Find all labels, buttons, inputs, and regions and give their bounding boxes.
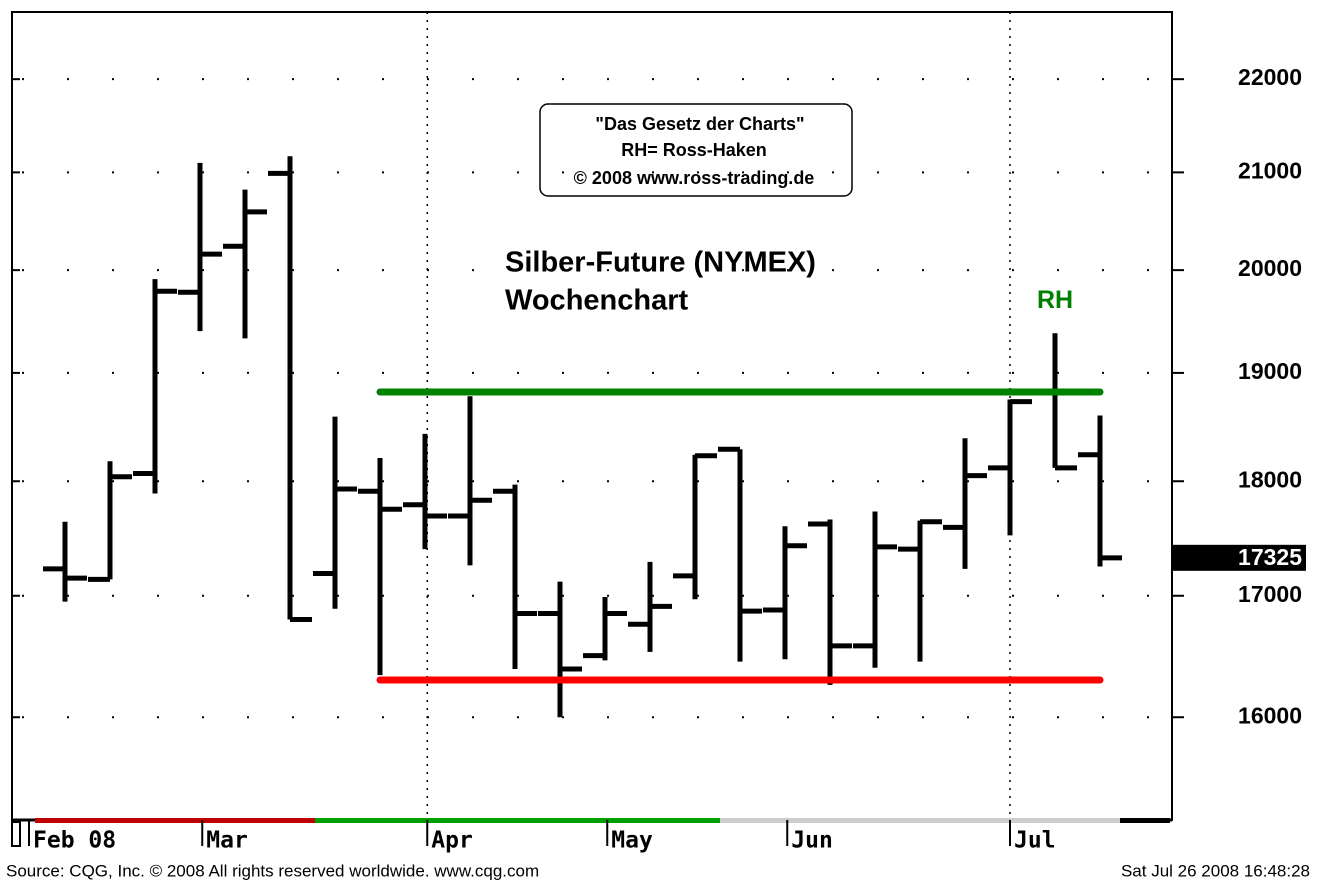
x-tick-label: Jun <box>791 828 833 854</box>
note-line: RH= Ross-Haken <box>621 140 767 160</box>
chart-subtitle: Wochenchart <box>505 285 689 317</box>
source: Source: CQG, Inc. © 2008 All rights rese… <box>6 861 539 880</box>
x-tick-label: Apr <box>431 828 473 854</box>
axis-strip <box>720 818 1120 823</box>
note-line: © 2008 www.ross-trading.de <box>574 168 815 188</box>
x-tick-label: Feb 08 <box>33 828 116 854</box>
y-tick-label: 20000 <box>1238 255 1302 281</box>
note-box <box>539 103 853 197</box>
y-tick-label: 22000 <box>1238 64 1302 90</box>
y-tick-label: 18000 <box>1238 466 1302 492</box>
y-tick-label: 21000 <box>1238 157 1302 183</box>
x-tick-label: Jul <box>1014 828 1056 854</box>
chart-title: Silber-Future (NYMEX) <box>505 247 816 279</box>
scroll-handle <box>11 821 21 847</box>
axis-strip <box>315 818 720 823</box>
marker-label: RH <box>1037 286 1073 314</box>
last-price-box <box>1172 544 1306 571</box>
y-tick-label: 16000 <box>1238 702 1302 728</box>
timestamp: Sat Jul 26 2008 16:48:28 <box>1121 861 1310 880</box>
x-tick-label: May <box>611 828 653 854</box>
axis-strip <box>1120 818 1170 823</box>
y-tick-label: 19000 <box>1238 358 1302 384</box>
note-line: "Das Gesetz der Charts" <box>595 114 804 134</box>
x-tick-label: Mar <box>206 828 248 854</box>
last-price-label: 17325 <box>1238 544 1302 570</box>
axis-strip <box>35 818 315 823</box>
y-tick-label: 17000 <box>1238 581 1302 607</box>
